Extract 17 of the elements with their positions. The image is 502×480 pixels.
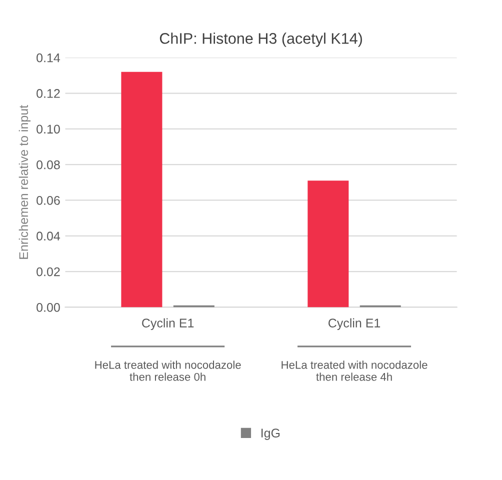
chart-title: ChIP: Histone H3 (acetyl K14) <box>160 32 362 47</box>
y-tick-label: 0.00 <box>36 303 60 312</box>
y-axis-title: Enrichemen relative to input <box>18 105 31 259</box>
y-tick-label: 0.12 <box>36 89 60 98</box>
y-tick-label: 0.06 <box>36 196 60 205</box>
text: HeLa treated with nocodazole then release 0h <box>95 360 241 381</box>
y-tick-label: 0.02 <box>36 267 60 276</box>
bar <box>121 72 162 308</box>
legend-label: IgG <box>261 428 280 440</box>
y-tick-label: 0.10 <box>36 124 60 134</box>
bar <box>308 180 349 308</box>
y-tick-label: 0.14 <box>36 53 60 62</box>
x-tick-label: Cyclin E1 <box>328 318 380 330</box>
y-tick-label: 0.08 <box>36 160 60 170</box>
text: HeLa treated with nocodazole then release 4h <box>282 360 428 381</box>
x-tick-label: Cyclin E1 <box>142 318 194 330</box>
y-tick-label: 0.04 <box>36 232 60 241</box>
